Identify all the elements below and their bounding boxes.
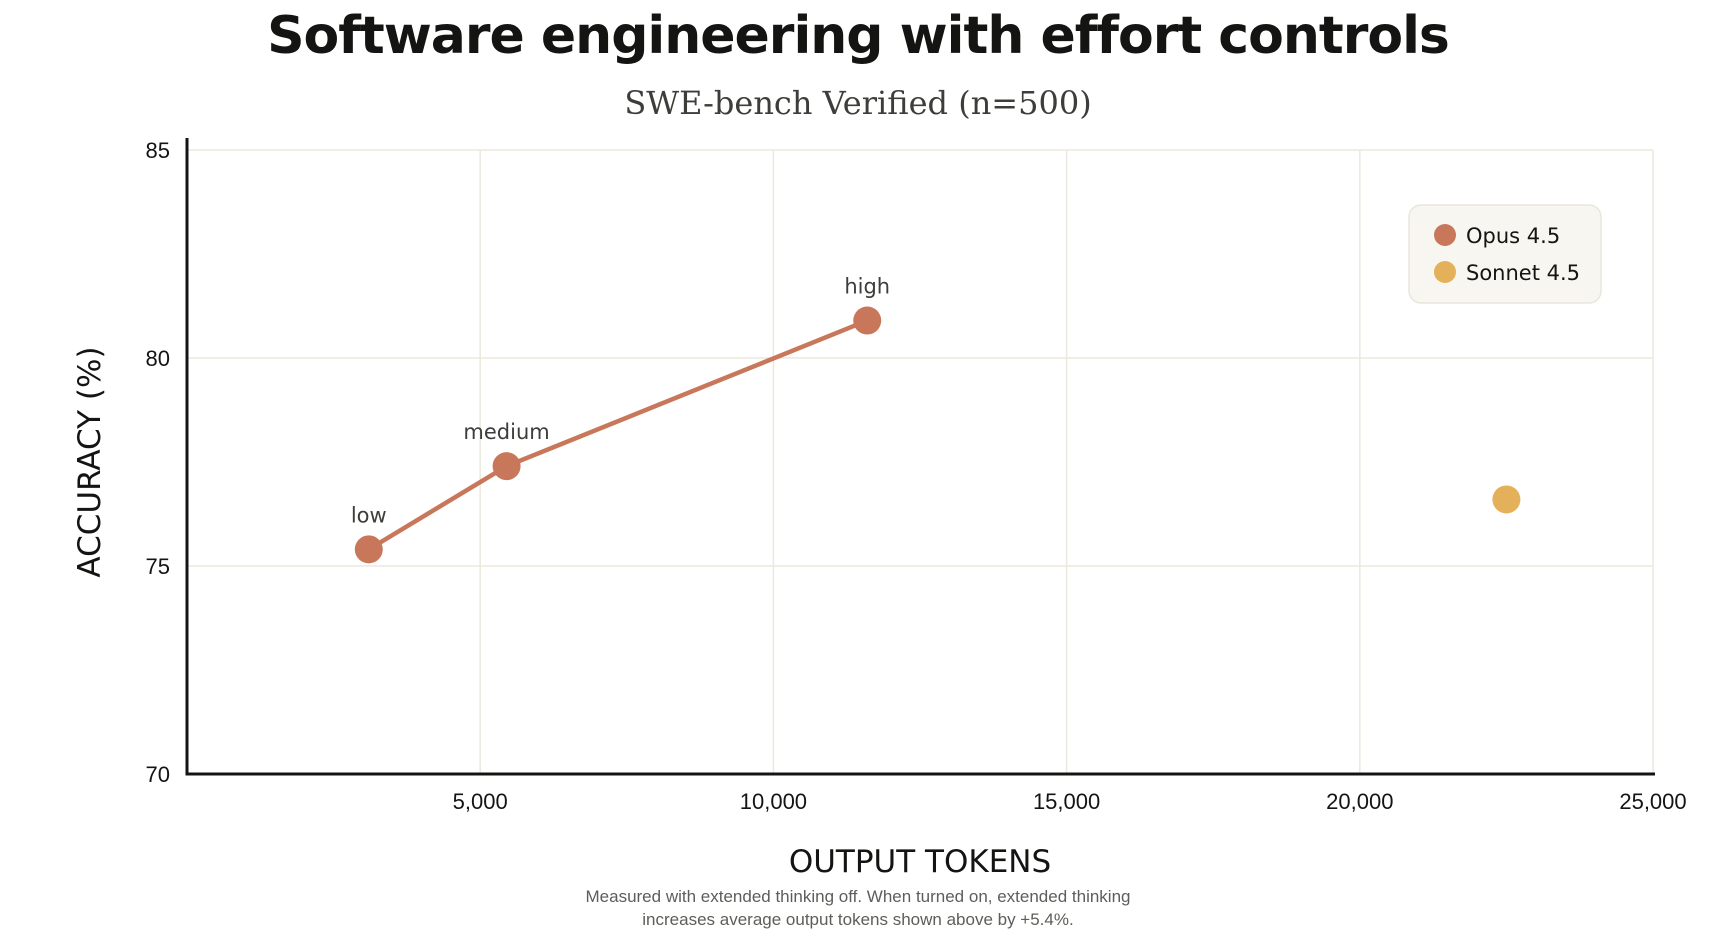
tick-labels: 5,000 10,000 15,000 20,000 25,000 70 75 80 85 (146, 138, 1687, 814)
chart-subtitle: SWE-bench Verified (n=500) (624, 84, 1092, 122)
series-sonnet-4-5 (1492, 485, 1521, 514)
data-point (1492, 485, 1521, 514)
footnote-line-1: Measured with extended thinking off. Whe… (585, 887, 1131, 906)
y-tick-label: 75 (146, 554, 170, 579)
point-label: medium (463, 420, 549, 444)
data-point (354, 535, 383, 564)
legend: Opus 4.5 Sonnet 4.5 (1408, 204, 1602, 304)
data-point (853, 306, 882, 335)
legend-marker (1434, 261, 1456, 283)
footnote: Measured with extended thinking off. Whe… (0, 885, 1716, 931)
point-label: high (844, 275, 890, 299)
x-tick-label: 5,000 (453, 789, 508, 814)
x-tick-label: 15,000 (1033, 789, 1100, 814)
y-tick-label: 85 (146, 138, 170, 163)
legend-marker (1434, 224, 1456, 246)
y-tick-label: 70 (146, 762, 170, 787)
data-point (492, 452, 521, 481)
legend-box (1408, 204, 1602, 304)
x-tick-label: 25,000 (1619, 789, 1686, 814)
data-series: low medium high (351, 275, 1521, 564)
axes (185, 138, 1655, 776)
grid-lines (187, 149, 1654, 774)
point-label: low (351, 503, 387, 527)
y-axis-title: ACCURACY (%) (72, 346, 108, 577)
series-opus-4-5: low medium high (351, 275, 890, 564)
y-tick-label: 80 (146, 346, 170, 371)
x-tick-label: 10,000 (740, 789, 807, 814)
x-axis-title: OUTPUT TOKENS (789, 844, 1051, 880)
chart-title: Software engineering with effort control… (267, 6, 1450, 66)
legend-label: Opus 4.5 (1466, 224, 1560, 248)
footnote-line-2: increases average output tokens shown ab… (642, 910, 1074, 929)
legend-label: Sonnet 4.5 (1466, 261, 1580, 285)
x-tick-label: 20,000 (1326, 789, 1393, 814)
series-line (366, 318, 870, 552)
